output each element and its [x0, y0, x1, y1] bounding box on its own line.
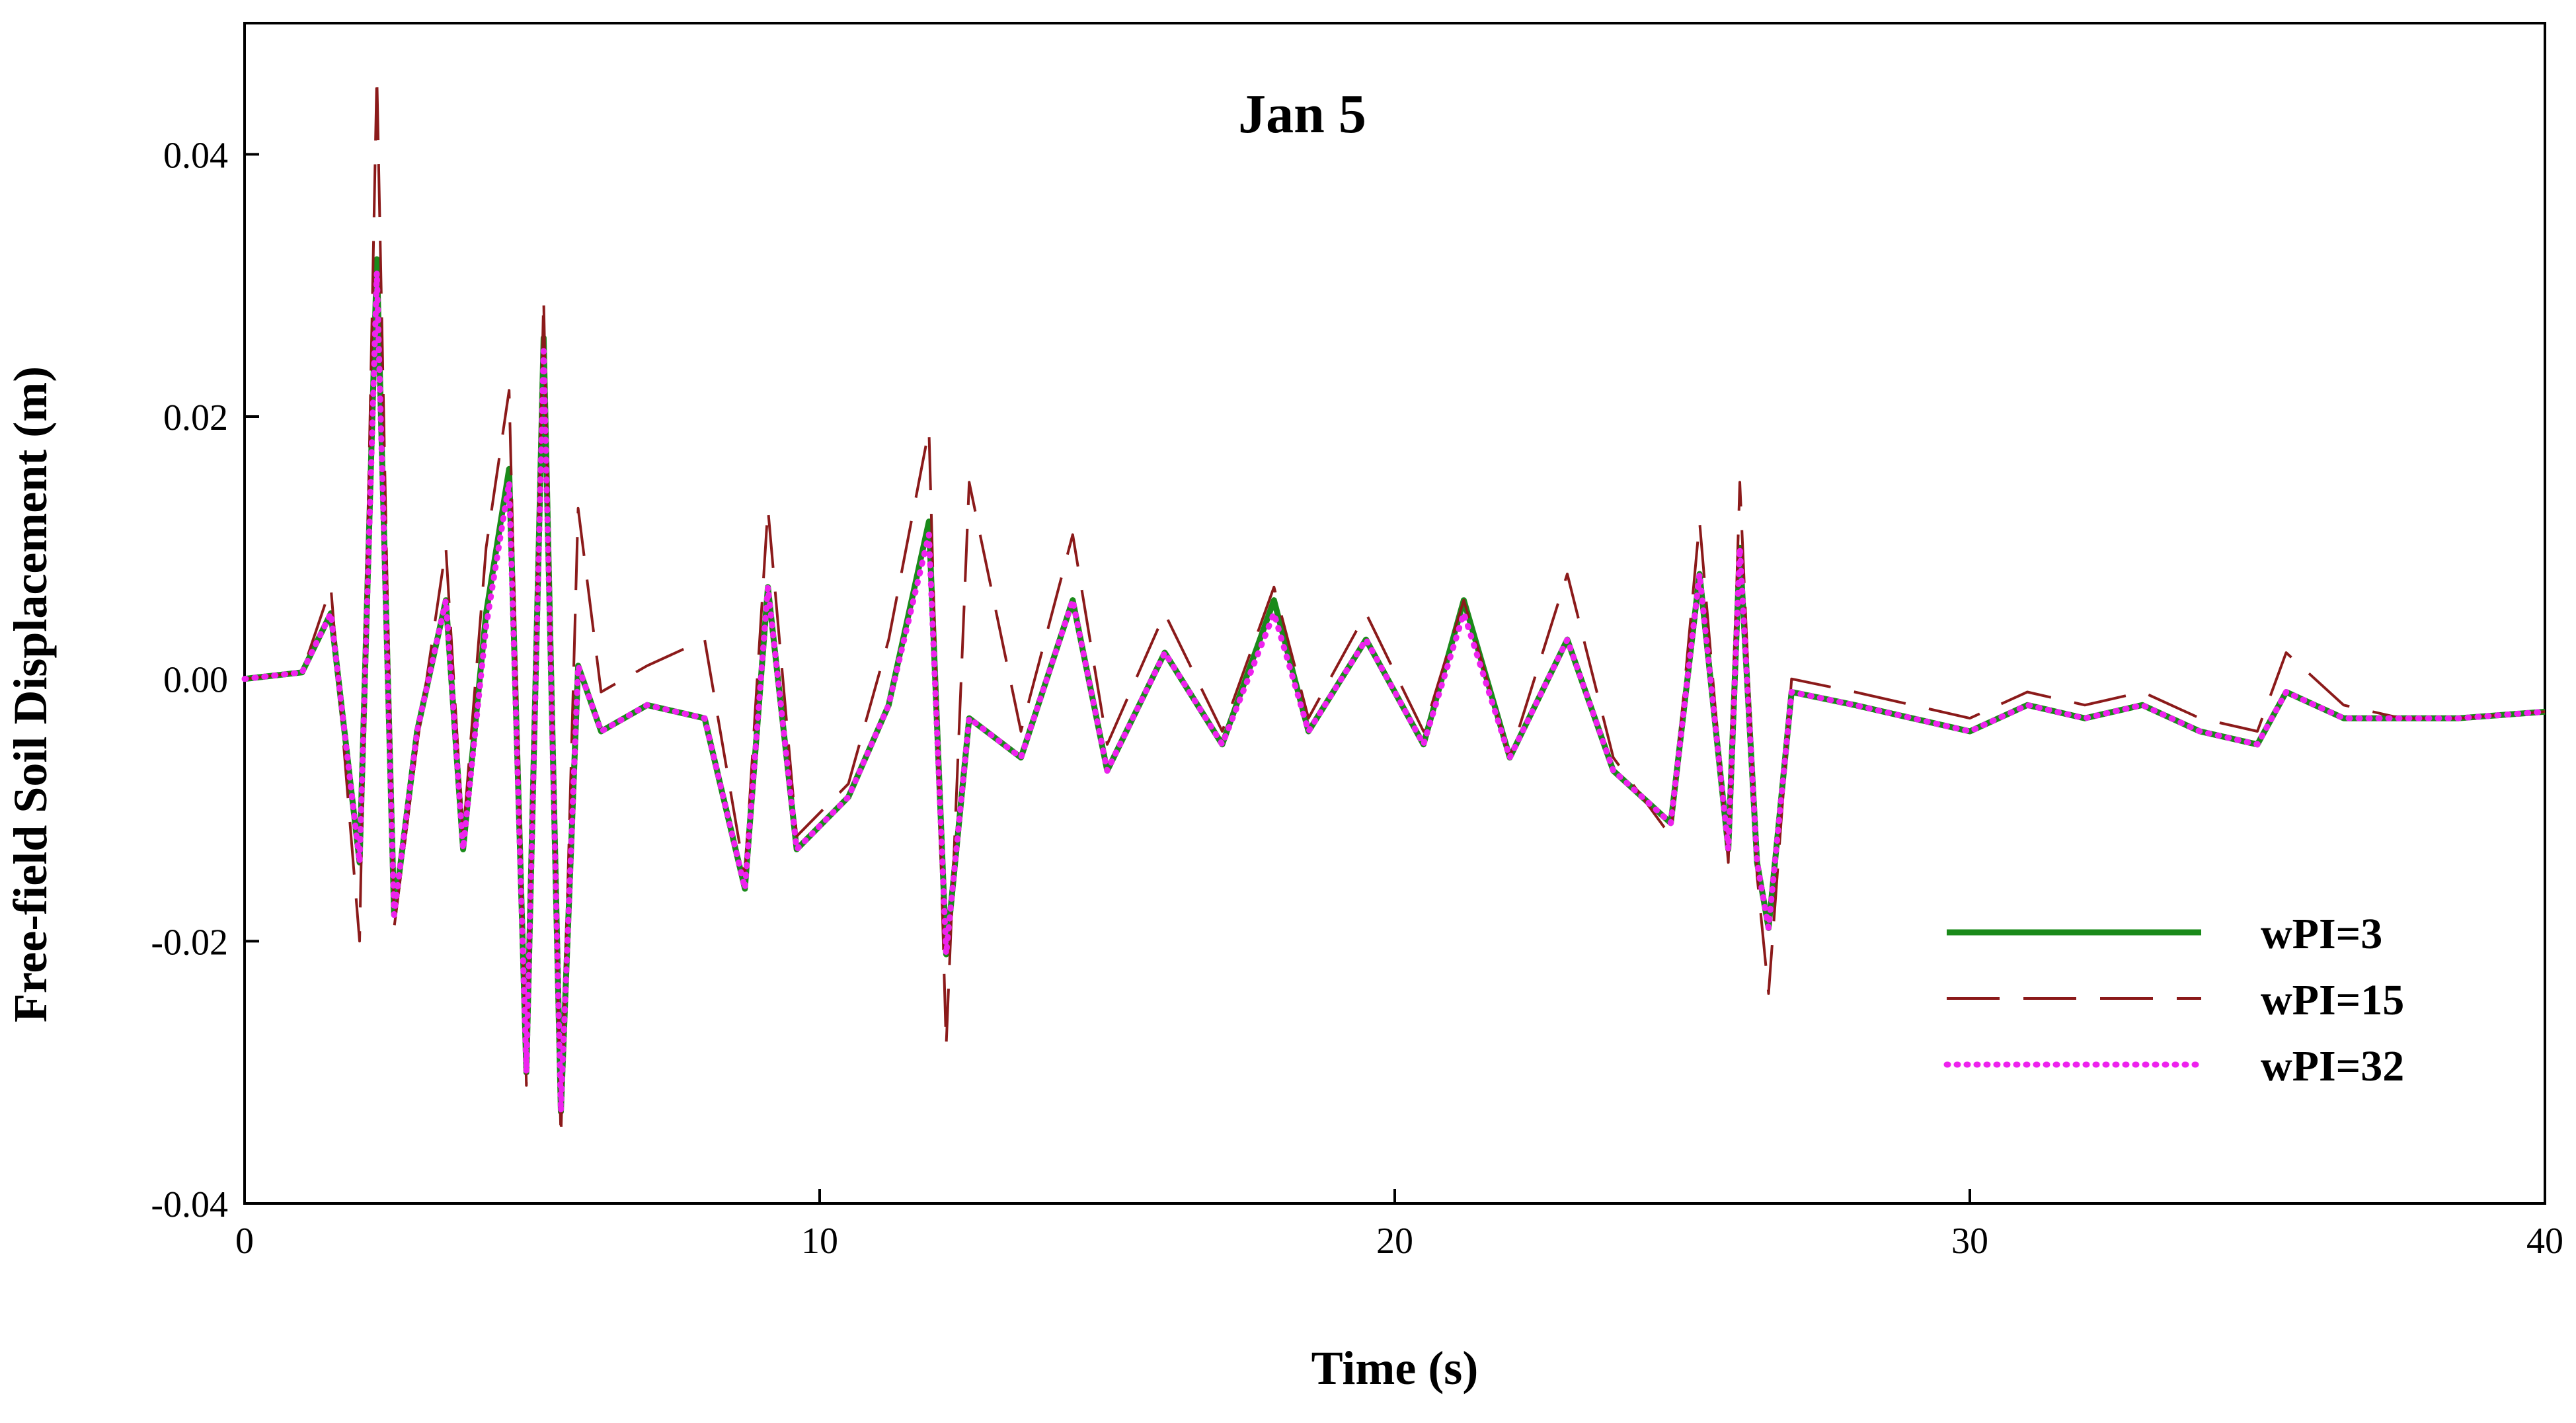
series-line-wpi-3	[244, 256, 2546, 1115]
axes-layer: 0 10 20 30 40 -0.04 -0.02 0.00 0.02 0.04	[151, 135, 2563, 1262]
y-tick-label: 0.02	[163, 397, 228, 438]
legend-label: wPI=15	[2261, 976, 2404, 1024]
chart-title: Jan 5	[1238, 83, 1366, 145]
x-tick-label: 0	[235, 1221, 254, 1262]
x-tick-label: 30	[1951, 1221, 1988, 1262]
x-tick-label: 20	[1376, 1221, 1413, 1262]
x-tick-label: 40	[2526, 1221, 2563, 1262]
y-axis-title: Free-field Soil Displacement (m)	[4, 366, 57, 1022]
series-layer	[241, 74, 2548, 1139]
x-tick-label: 10	[801, 1221, 838, 1262]
y-tick-label: -0.04	[151, 1184, 228, 1225]
legend-label: wPI=3	[2261, 910, 2382, 958]
series-line-wpi-32	[241, 269, 2548, 1115]
plot-frame	[243, 22, 2546, 1205]
y-tick-label: 0.04	[163, 135, 228, 176]
series-line-wpi-15	[244, 74, 2546, 1139]
y-tick-label: -0.02	[151, 922, 228, 963]
y-tick-label: 0.00	[163, 660, 228, 701]
legend-label: wPI=32	[2261, 1042, 2404, 1090]
x-axis-title: Time (s)	[1311, 1342, 1479, 1395]
legend: wPI=3 wPI=15 wPI=32	[1943, 910, 2404, 1090]
